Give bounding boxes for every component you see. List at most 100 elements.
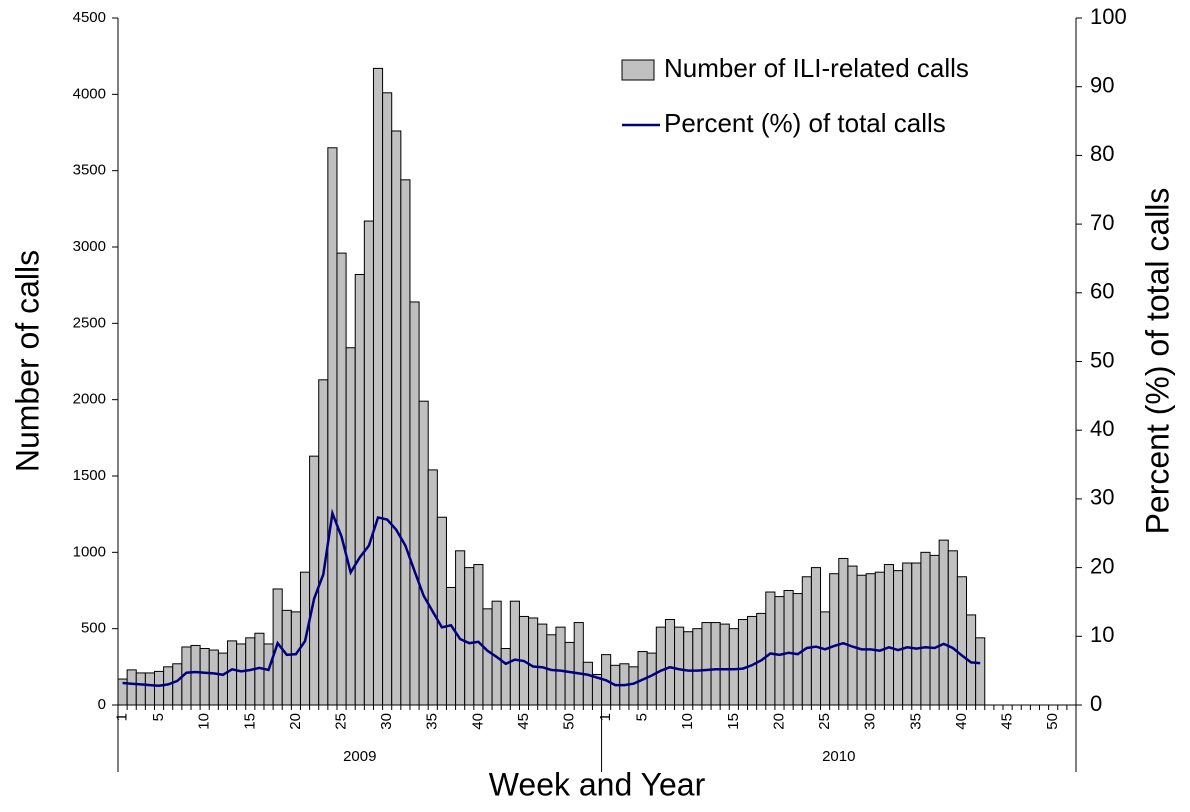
bar [911, 562, 922, 706]
bar [829, 573, 840, 706]
legend-swatch [621, 59, 655, 81]
bar [856, 574, 867, 706]
bar [847, 565, 858, 706]
x-tick-label: 20 [287, 713, 304, 730]
bar [309, 455, 320, 706]
x-tick-label: 25 [333, 713, 350, 730]
x-tick-label: 45 [515, 713, 532, 730]
bar [801, 576, 812, 706]
bar [975, 637, 986, 706]
bar [336, 252, 347, 706]
y2-tick-label: 0 [1090, 691, 1102, 716]
bar [646, 652, 657, 706]
bar [427, 469, 438, 706]
x-tick-label: 20 [770, 713, 787, 730]
y-tick-label: 3500 [73, 162, 106, 179]
group-label: 2010 [822, 748, 855, 765]
y2-tick-label: 70 [1090, 210, 1114, 235]
bar [929, 554, 940, 706]
bar [491, 600, 502, 706]
x-tick-label: 30 [862, 713, 879, 730]
x-tick-label: 1 [114, 713, 131, 721]
bar [418, 400, 429, 706]
bar [482, 608, 493, 706]
x-tick-label: 30 [378, 713, 395, 730]
bar [372, 67, 384, 706]
bar [445, 586, 457, 706]
y2-tick-label: 90 [1090, 73, 1114, 98]
x-tick-label: 5 [634, 713, 651, 721]
y2-tick-label: 40 [1090, 416, 1114, 441]
x-tick-label: 40 [469, 713, 486, 730]
bar [217, 652, 228, 706]
y-tick-label: 2500 [73, 314, 106, 331]
bar [537, 623, 548, 706]
bar [747, 615, 758, 706]
bar [710, 622, 721, 706]
bar [938, 539, 949, 706]
bar [382, 92, 393, 706]
bar [737, 619, 749, 706]
y-tick-label: 1000 [73, 543, 106, 560]
y2-tick-label: 30 [1090, 485, 1114, 510]
bar [172, 663, 183, 706]
bar [783, 590, 794, 706]
bar [692, 628, 703, 706]
x-tick-label: 45 [999, 713, 1016, 730]
bar [327, 147, 338, 706]
bar [208, 649, 219, 706]
bar [436, 516, 447, 706]
y-tick-label: 2000 [73, 391, 106, 408]
bar [920, 551, 931, 706]
bar [628, 666, 639, 706]
x-tick-label: 15 [725, 713, 742, 730]
bar [199, 648, 210, 706]
bar [728, 628, 739, 706]
bar [582, 661, 593, 706]
bar [409, 301, 420, 706]
x-tick-label: 50 [1044, 713, 1061, 730]
bar [318, 379, 329, 706]
bar [701, 622, 712, 706]
y2-tick-label: 80 [1090, 141, 1114, 166]
bar [883, 564, 895, 706]
bar [792, 593, 803, 706]
bar [774, 596, 785, 706]
x-tick-label: 15 [241, 713, 258, 730]
bar [655, 626, 666, 706]
y-axis-title: Number of calls [9, 250, 45, 472]
x-tick-label: 10 [679, 713, 696, 730]
bar [281, 609, 292, 706]
bar [874, 571, 885, 706]
x-axis-title: Week and Year [489, 766, 706, 802]
bar [509, 600, 520, 706]
bar [719, 623, 730, 706]
bar [153, 670, 165, 706]
bar [455, 550, 466, 706]
bar [820, 611, 831, 706]
x-tick-label: 1 [597, 713, 614, 721]
y-tick-label: 4500 [73, 9, 106, 26]
y-tick-label: 4000 [73, 85, 106, 102]
bar [391, 130, 402, 706]
y2-tick-label: 20 [1090, 553, 1114, 578]
bar [236, 643, 247, 706]
bar [500, 648, 511, 706]
bar [956, 576, 968, 706]
x-tick-label: 50 [561, 713, 578, 730]
bar [226, 640, 238, 706]
group-label: 2009 [343, 748, 376, 765]
bar [555, 626, 566, 706]
bar [947, 550, 958, 706]
x-tick-label: 35 [424, 713, 441, 730]
y2-tick-label: 10 [1090, 622, 1114, 647]
x-tick-label: 5 [150, 713, 167, 721]
bar [290, 611, 301, 706]
bar [190, 644, 201, 706]
y2-tick-label: 60 [1090, 279, 1114, 304]
bar [765, 591, 776, 706]
y-tick-label: 500 [81, 620, 106, 637]
bar [144, 672, 155, 706]
x-tick-label: 40 [953, 713, 970, 730]
